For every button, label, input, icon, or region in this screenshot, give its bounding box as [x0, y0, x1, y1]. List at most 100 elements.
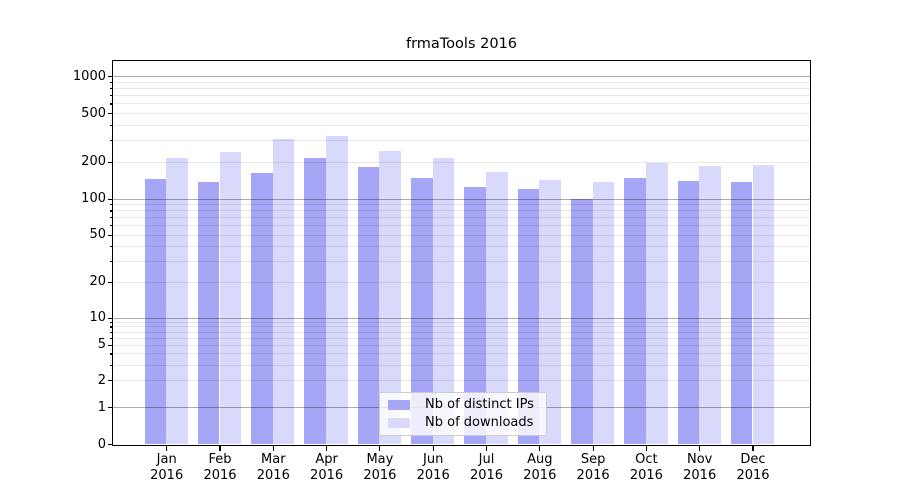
y-minor-tick-mark: [109, 331, 112, 333]
x-tick-mark-sep: [592, 446, 594, 451]
y-tick-label-20: 20: [89, 274, 106, 290]
x-tick-label-jul: Jul 2016: [457, 452, 517, 483]
gridline-30: [113, 261, 810, 263]
x-tick-mark-dec: [752, 446, 754, 451]
bar-distinct-ips-jul: [464, 186, 486, 444]
y-minor-tick-mark: [109, 217, 112, 219]
bar-downloads-jan: [166, 158, 188, 444]
x-tick-year: 2016: [469, 467, 504, 483]
y-tick-label-500: 500: [81, 105, 106, 121]
gridline-5: [113, 344, 810, 346]
x-tick-year: 2016: [310, 467, 344, 483]
y-minor-tick-mark: [109, 321, 112, 324]
gridline-600: [113, 103, 810, 105]
x-tick-month: Dec: [740, 452, 766, 467]
gridline-4: [113, 353, 810, 355]
y-minor-tick-mark: [109, 210, 112, 212]
x-tick-mark-oct: [645, 446, 647, 451]
gridline-1000: [113, 76, 810, 78]
y-tick-mark: [107, 317, 112, 319]
y-minor-tick-mark: [109, 326, 112, 328]
gridline-20: [113, 281, 810, 283]
x-tick-year: 2016: [203, 467, 237, 483]
bar-distinct-ips-aug: [517, 189, 540, 444]
x-tick-year: 2016: [576, 467, 610, 483]
y-tick-mark: [107, 344, 112, 346]
x-tick-year: 2016: [256, 467, 290, 483]
x-tick-month: Sep: [580, 452, 606, 467]
bars-layer: [113, 61, 810, 445]
gridline-10: [113, 317, 810, 319]
legend-label-distinct-ips: Nb of distinct IPs: [425, 397, 534, 412]
x-tick-month: Jan: [156, 452, 177, 467]
y-minor-tick-mark: [109, 204, 112, 206]
x-tick-month: Mar: [261, 452, 286, 467]
gridline-90: [113, 204, 810, 206]
x-tick-mark-may: [379, 446, 381, 451]
x-tick-month: Apr: [315, 452, 338, 467]
y-minor-tick-mark: [109, 261, 112, 263]
bar-downloads-feb: [219, 151, 242, 444]
x-tick-month: Feb: [208, 452, 232, 467]
x-tick-label-jun: Jun 2016: [403, 452, 463, 483]
gridline-800: [113, 88, 810, 90]
bar-distinct-ips-feb: [197, 181, 220, 444]
y-tick-mark: [107, 380, 112, 382]
gridline-6: [113, 337, 810, 339]
gridline-700: [113, 95, 810, 97]
bar-distinct-ips-jan: [144, 179, 167, 444]
x-tick-month: Oct: [635, 452, 658, 467]
x-tick-mark-apr: [326, 446, 328, 451]
gridline-2: [113, 380, 810, 382]
bar-distinct-ips-jun: [411, 177, 433, 444]
y-tick-mark: [107, 234, 112, 236]
y-tick-mark: [107, 443, 112, 446]
gridline-8: [113, 326, 810, 328]
x-tick-month: Jun: [423, 452, 444, 467]
legend-swatch-downloads: [388, 417, 410, 429]
x-tick-label-may: May 2016: [350, 452, 410, 483]
bar-distinct-ips-mar: [251, 172, 273, 444]
gridline-200: [113, 161, 810, 163]
x-tick-label-feb: Feb 2016: [190, 452, 250, 483]
x-tick-year: 2016: [363, 467, 397, 483]
gridline-3: [113, 364, 810, 366]
y-tick-label-2: 2: [97, 372, 106, 388]
y-tick-mark: [107, 281, 112, 284]
x-tick-month: May: [366, 452, 394, 467]
x-tick-label-sep: Sep 2016: [563, 452, 623, 483]
gridline-50: [113, 234, 810, 236]
y-minor-tick-mark: [109, 353, 112, 355]
x-tick-mark-mar: [272, 446, 274, 451]
x-tick-year: 2016: [629, 467, 663, 483]
y-tick-label-10: 10: [89, 310, 106, 326]
y-minor-tick-mark: [109, 103, 112, 105]
bar-distinct-ips-may: [357, 167, 380, 444]
x-tick-mark-feb: [219, 446, 221, 451]
grid-layer: [113, 61, 810, 445]
gridline-100: [113, 198, 810, 200]
x-tick-mark-jun: [432, 446, 434, 451]
y-tick-mark: [107, 198, 112, 200]
gridline-300: [113, 140, 810, 142]
x-tick-year: 2016: [523, 467, 557, 483]
y-minor-tick-mark: [109, 88, 112, 90]
x-tick-mark-jan: [166, 446, 168, 451]
x-tick-year: 2016: [683, 467, 717, 483]
gridline-80: [113, 210, 810, 212]
bar-downloads-mar: [272, 138, 295, 444]
y-tick-mark: [107, 113, 112, 115]
y-tick-label-1: 1: [97, 399, 106, 415]
x-tick-month: Nov: [687, 452, 713, 467]
gridline-500: [113, 113, 810, 115]
y-minor-tick-mark: [109, 81, 112, 83]
bar-downloads-aug: [539, 180, 561, 444]
x-tick-year: 2016: [150, 467, 184, 483]
y-tick-label-200: 200: [81, 154, 106, 170]
y-minor-tick-mark: [109, 140, 112, 142]
y-tick-mark: [107, 76, 112, 78]
x-tick-year: 2016: [416, 467, 450, 483]
y-minor-tick-mark: [109, 337, 112, 339]
y-tick-label-100: 100: [81, 191, 106, 207]
bar-downloads-jun: [432, 157, 455, 444]
